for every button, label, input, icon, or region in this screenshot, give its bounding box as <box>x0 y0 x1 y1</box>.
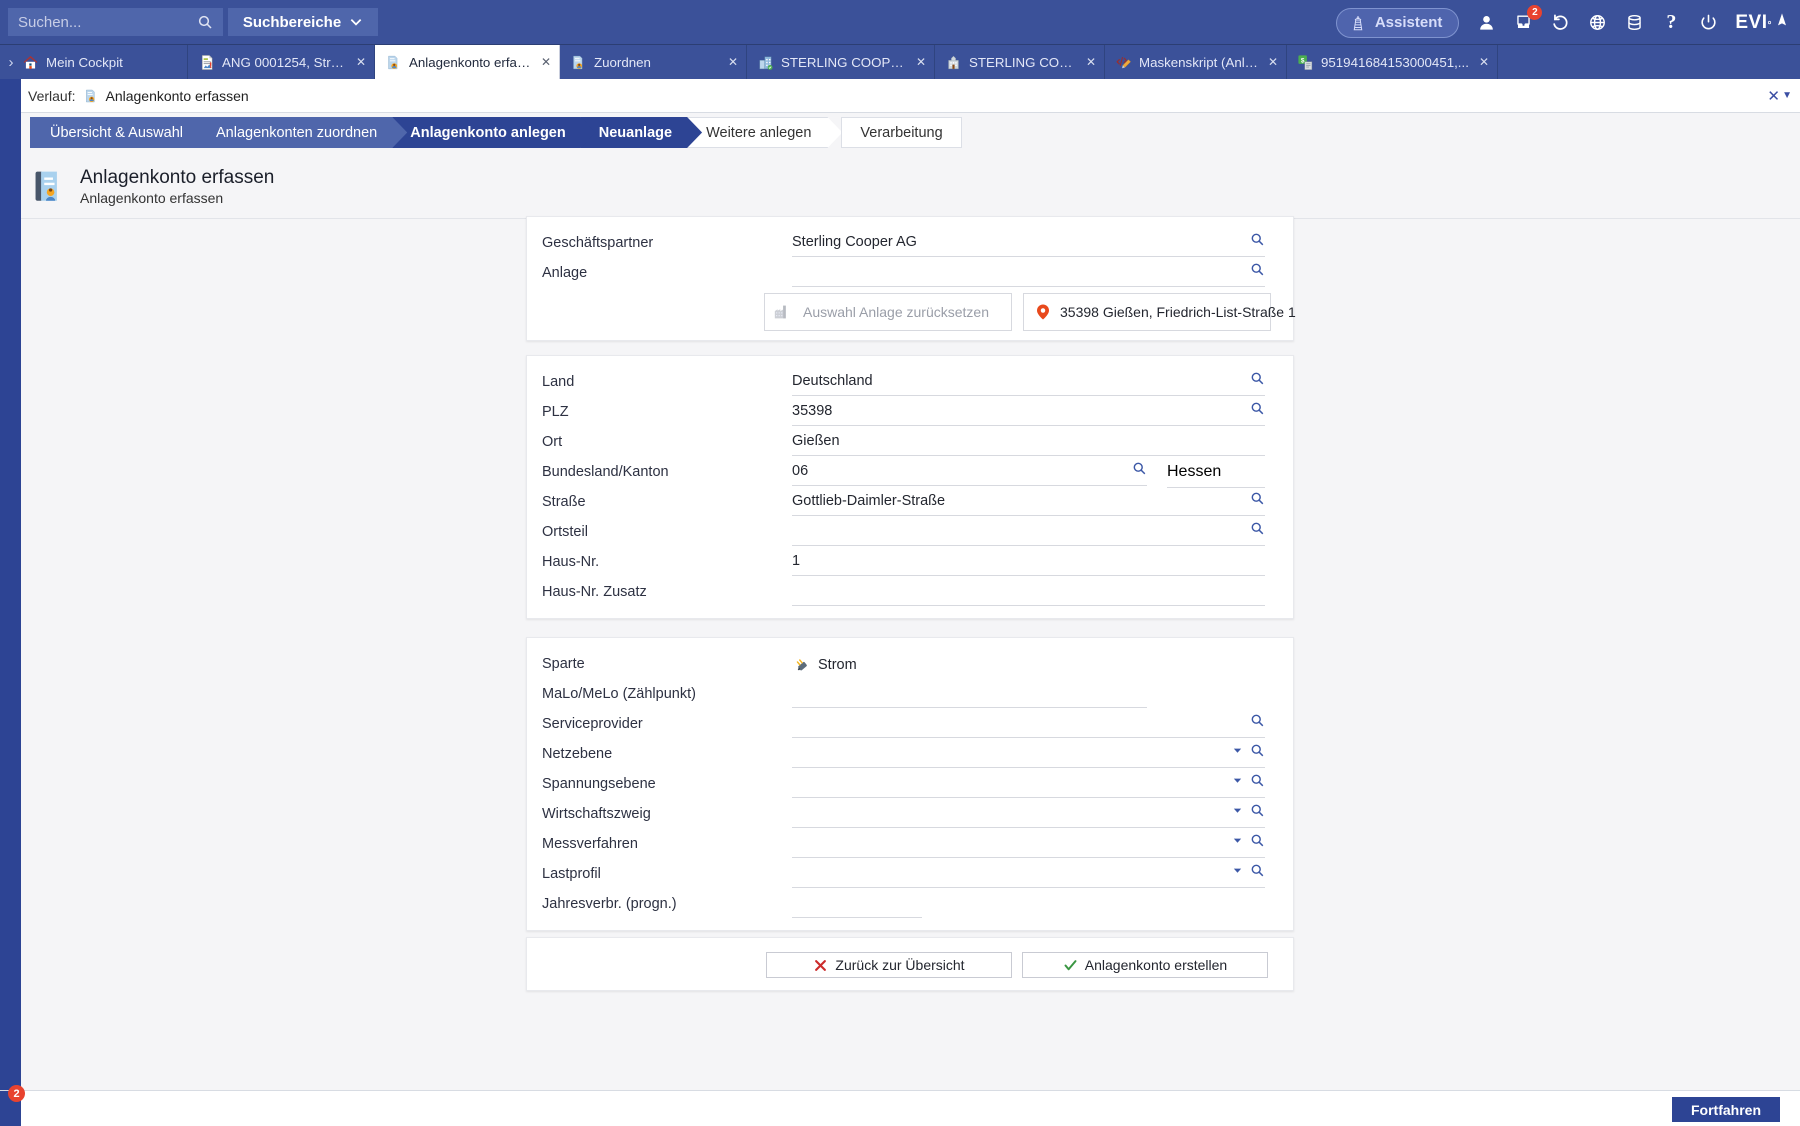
svg-text:$: $ <box>1301 57 1305 64</box>
